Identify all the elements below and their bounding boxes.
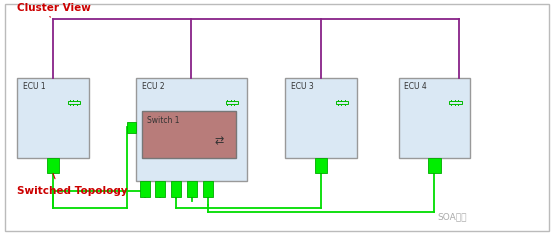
Text: Switched Topology: Switched Topology	[17, 186, 128, 196]
FancyBboxPatch shape	[17, 78, 89, 158]
FancyBboxPatch shape	[5, 4, 549, 231]
Text: ECU 3: ECU 3	[291, 82, 314, 91]
Text: ECU 2: ECU 2	[142, 82, 164, 91]
FancyBboxPatch shape	[171, 181, 181, 197]
FancyBboxPatch shape	[203, 181, 213, 197]
FancyBboxPatch shape	[428, 158, 440, 173]
FancyBboxPatch shape	[155, 181, 165, 197]
FancyBboxPatch shape	[47, 158, 59, 173]
Text: ⇄: ⇄	[214, 136, 224, 147]
FancyBboxPatch shape	[136, 78, 247, 181]
FancyBboxPatch shape	[187, 181, 197, 197]
FancyBboxPatch shape	[398, 78, 470, 158]
Text: ECU 1: ECU 1	[23, 82, 45, 91]
Text: Cluster View: Cluster View	[17, 3, 91, 13]
FancyBboxPatch shape	[285, 78, 357, 158]
FancyBboxPatch shape	[315, 158, 327, 173]
Text: Switch 1: Switch 1	[147, 116, 179, 125]
Text: SOA开发: SOA开发	[437, 212, 467, 221]
FancyBboxPatch shape	[127, 122, 136, 133]
FancyBboxPatch shape	[140, 181, 150, 197]
Text: ECU 4: ECU 4	[404, 82, 427, 91]
FancyBboxPatch shape	[142, 111, 235, 158]
